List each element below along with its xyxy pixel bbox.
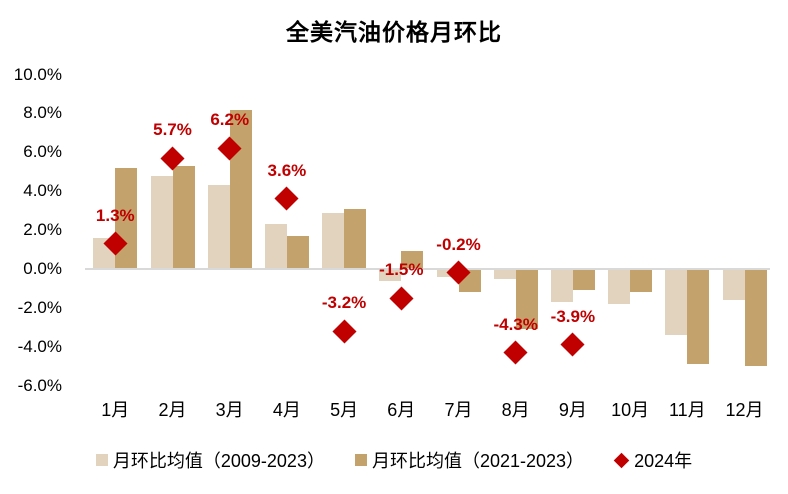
chart-title: 全美汽油价格月环比 <box>286 19 502 45</box>
y-tick-label: 2.0% <box>23 220 62 240</box>
data-label-2024: -0.2% <box>436 234 481 254</box>
bar-avg-2021-2023 <box>630 269 653 293</box>
bar-avg-2021-2023 <box>744 269 767 367</box>
bar-avg-2021-2023 <box>172 165 195 269</box>
legend-swatch-dark-bar <box>354 454 367 466</box>
bar-avg-2009-2023 <box>722 269 745 301</box>
diamond-marker-2024 <box>389 286 414 311</box>
bar-avg-2009-2023 <box>608 269 631 304</box>
y-tick-label: 0.0% <box>23 259 62 278</box>
bar-avg-2009-2023 <box>493 269 516 279</box>
bar-avg-2021-2023 <box>687 269 710 365</box>
x-tick-label: 2月 <box>158 400 187 420</box>
diamond-marker-2024 <box>274 186 299 211</box>
legend-diamond-icon <box>613 452 630 468</box>
diamond-marker-2024 <box>503 340 528 365</box>
bar-avg-2009-2023 <box>665 269 688 336</box>
x-tick-label: 4月 <box>272 400 301 420</box>
bar-avg-2009-2023 <box>322 212 345 269</box>
x-tick-label: 11月 <box>668 400 706 420</box>
diamond-marker-2024 <box>560 332 585 357</box>
bar-avg-2021-2023 <box>229 109 252 269</box>
x-tick-label: 10月 <box>611 400 650 420</box>
legend-item-avg-2021-2023: 月环比均值（2021-2023） <box>354 447 585 473</box>
data-label-2024: -3.9% <box>550 306 596 326</box>
legend-item-2024: 2024年 <box>613 447 693 473</box>
legend-swatch-light-bar <box>95 454 108 466</box>
legend-item-avg-2009-2023: 月环比均值（2009-2023） <box>95 447 325 473</box>
x-tick-label: 6月 <box>387 400 416 420</box>
y-tick-label: -2.0% <box>17 297 62 317</box>
bar-avg-2009-2023 <box>207 185 230 269</box>
y-tick-label: 10.0% <box>13 64 62 84</box>
bar-avg-2021-2023 <box>515 269 538 330</box>
legend-label-2024: 2024年 <box>634 451 693 471</box>
bar-avg-2021-2023 <box>344 208 367 269</box>
x-tick-label: 9月 <box>558 400 587 420</box>
diamond-marker-2024 <box>332 319 357 344</box>
y-tick-label: -4.0% <box>17 336 62 356</box>
data-label-2024: 5.7% <box>153 120 192 140</box>
data-label-2024: 6.2% <box>210 110 250 130</box>
bar-avg-2009-2023 <box>379 269 402 281</box>
data-label-2024: 1.3% <box>95 205 135 225</box>
x-axis-line <box>85 268 770 270</box>
bar-avg-2009-2023 <box>264 224 287 269</box>
x-tick-label: 3月 <box>215 400 244 420</box>
y-tick-label: 6.0% <box>23 142 62 162</box>
bar-avg-2021-2023 <box>572 269 595 291</box>
bar-avg-2021-2023 <box>286 235 309 269</box>
y-tick-label: 4.0% <box>23 181 62 201</box>
y-tick-label: 8.0% <box>23 103 62 123</box>
bar-avg-2009-2023 <box>550 269 573 303</box>
x-tick-label: 1月 <box>101 400 130 420</box>
legend: 月环比均值（2009-2023） 月环比均值（2021-2023） 2024年 <box>0 447 788 473</box>
y-tick-label: -6.0% <box>17 375 62 395</box>
bar-avg-2009-2023 <box>150 175 173 269</box>
data-label-2024: 3.6% <box>267 160 307 180</box>
x-tick-label: 5月 <box>330 400 359 420</box>
bar-avg-2021-2023 <box>401 251 424 269</box>
legend-label-avg-2021-2023: 月环比均值（2021-2023） <box>371 451 585 471</box>
data-label-2024: -4.3% <box>493 314 538 334</box>
x-tick-label: 8月 <box>501 400 530 420</box>
data-label-2024: -3.2% <box>321 293 367 313</box>
data-label-2024: -1.5% <box>379 260 424 280</box>
x-tick-label: 7月 <box>444 400 473 420</box>
legend-label-avg-2009-2023: 月环比均值（2009-2023） <box>112 451 325 471</box>
x-tick-label: 12月 <box>725 400 764 420</box>
